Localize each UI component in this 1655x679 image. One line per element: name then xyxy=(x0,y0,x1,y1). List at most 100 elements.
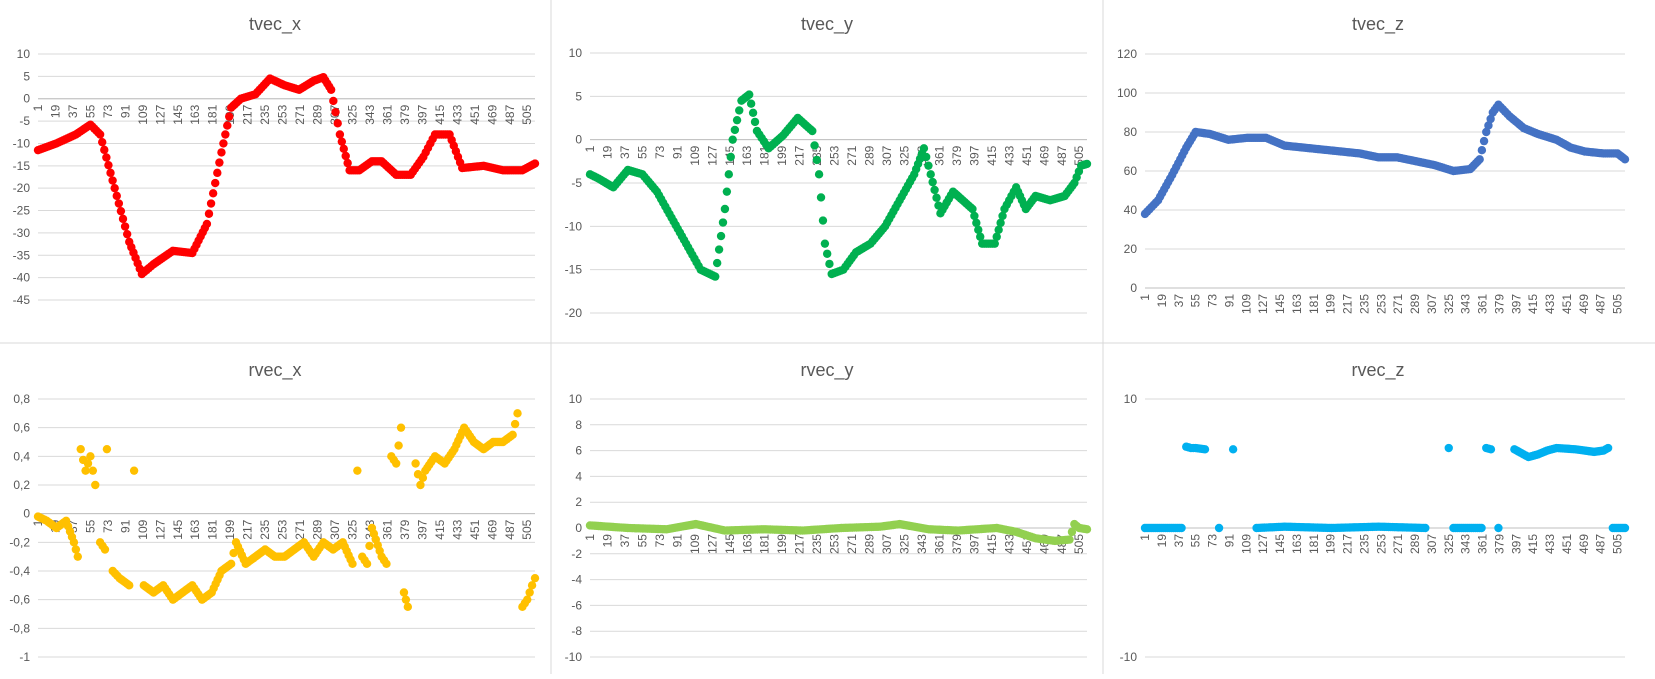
x-tick-label: 199 xyxy=(1324,534,1338,554)
data-point xyxy=(100,545,110,554)
x-tick-label: 37 xyxy=(1172,534,1186,548)
data-point xyxy=(125,581,134,590)
x-tick-label: 37 xyxy=(618,145,632,159)
x-tick-label: 271 xyxy=(1391,534,1405,554)
x-tick-label: 91 xyxy=(670,145,684,159)
x-tick-label: 253 xyxy=(1374,534,1388,554)
x-tick-label: 109 xyxy=(688,534,702,554)
x-tick-label: 217 xyxy=(241,519,255,539)
x-tick-label: 325 xyxy=(1442,534,1456,554)
y-tick-label: 80 xyxy=(1124,125,1138,139)
data-point xyxy=(71,545,81,554)
data-point xyxy=(724,170,734,179)
data-point xyxy=(217,148,226,157)
x-tick-label: 325 xyxy=(346,519,360,539)
y-tick-label: -0,4 xyxy=(9,564,30,578)
data-point xyxy=(972,218,981,228)
x-tick-label: 379 xyxy=(950,534,964,554)
data-point xyxy=(394,441,403,450)
chart-panel-tvec_z: tvec_z 120 100 80 60 40 20 01 19 37 55 73 91 109 127 14… xyxy=(1117,14,1630,314)
x-tick-label: 109 xyxy=(136,519,150,539)
data-point xyxy=(970,211,979,221)
x-tick-label: 379 xyxy=(1492,534,1506,554)
data-point xyxy=(208,189,218,198)
x-tick-label: 505 xyxy=(520,519,534,539)
data-point xyxy=(95,130,105,139)
data-point xyxy=(1421,523,1430,533)
data-point xyxy=(508,430,517,440)
data-point xyxy=(926,170,935,179)
x-tick-label: 91 xyxy=(1222,534,1236,548)
y-tick-label: -10 xyxy=(1120,650,1138,664)
data-point xyxy=(1482,127,1491,137)
x-tick-label: 91 xyxy=(1222,294,1236,308)
x-tick-label: 271 xyxy=(845,145,859,165)
x-tick-label: 55 xyxy=(635,534,649,548)
x-tick-label: 199 xyxy=(223,519,237,539)
data-point xyxy=(339,144,348,154)
x-tick-label: 127 xyxy=(1256,534,1270,554)
x-tick-label: 469 xyxy=(1037,145,1051,165)
data-point xyxy=(396,423,406,432)
data-point xyxy=(994,225,1003,234)
x-tick-label: 379 xyxy=(398,519,412,539)
data-point xyxy=(921,152,931,162)
data-point xyxy=(403,602,413,612)
data-series xyxy=(1140,442,1630,533)
y-tick-label: -8 xyxy=(571,624,582,638)
data-point xyxy=(100,145,109,155)
y-tick-label: -4 xyxy=(571,573,582,587)
y-tick-label: -45 xyxy=(13,293,31,307)
data-point xyxy=(88,466,98,475)
y-tick-label: -0,6 xyxy=(9,593,30,607)
data-point xyxy=(974,225,983,234)
data-point xyxy=(816,193,826,202)
y-tick-label: 10 xyxy=(569,46,583,60)
x-tick-label: 253 xyxy=(276,519,290,539)
x-tick-label: 361 xyxy=(380,519,394,539)
x-tick-label: 109 xyxy=(136,104,150,124)
x-tick-label: 73 xyxy=(1206,294,1220,308)
x-tick-label: 127 xyxy=(153,104,167,124)
chart-title: rvec_y xyxy=(800,360,853,381)
x-tick-label: 235 xyxy=(258,519,272,539)
x-tick-label: 235 xyxy=(810,534,824,554)
data-point xyxy=(818,216,828,225)
data-point xyxy=(1444,443,1453,453)
x-tick-label: 235 xyxy=(1357,534,1371,554)
x-tick-label: 109 xyxy=(1239,534,1253,554)
data-point xyxy=(808,126,817,136)
y-tick-label: -35 xyxy=(13,248,31,262)
data-point xyxy=(1603,443,1613,453)
data-point xyxy=(329,96,338,106)
x-tick-label: 163 xyxy=(740,145,754,165)
x-tick-label: 325 xyxy=(346,104,360,124)
data-point xyxy=(341,151,350,161)
x-tick-label: 415 xyxy=(985,145,999,165)
data-point xyxy=(1065,535,1074,544)
data-point xyxy=(98,137,107,147)
x-tick-label: 415 xyxy=(1526,294,1540,314)
x-tick-label: 343 xyxy=(915,534,929,554)
data-point xyxy=(418,473,428,483)
x-tick-label: 361 xyxy=(932,534,946,554)
chart-panel-rvec_x: rvec_x 0,8 0,6 0,4 0,2 0 -0,2 -0,4 -0,6 -0,8 -1 1 19… xyxy=(9,360,540,664)
x-tick-label: 127 xyxy=(705,145,719,165)
x-tick-label: 1 xyxy=(31,104,45,111)
x-tick-label: 361 xyxy=(1476,294,1490,314)
x-tick-label: 487 xyxy=(1594,534,1608,554)
x-tick-label: 91 xyxy=(118,519,132,533)
x-tick-label: 469 xyxy=(485,519,499,539)
x-tick-label: 91 xyxy=(670,534,684,548)
x-tick-label: 325 xyxy=(1442,294,1456,314)
data-point xyxy=(1177,523,1186,533)
y-tick-label: -10 xyxy=(565,650,583,664)
y-tick-label: 5 xyxy=(575,89,582,103)
y-tick-label: 120 xyxy=(1117,47,1137,61)
data-point xyxy=(996,218,1005,228)
x-tick-label: 109 xyxy=(1239,294,1253,314)
x-tick-label: 487 xyxy=(503,104,517,124)
